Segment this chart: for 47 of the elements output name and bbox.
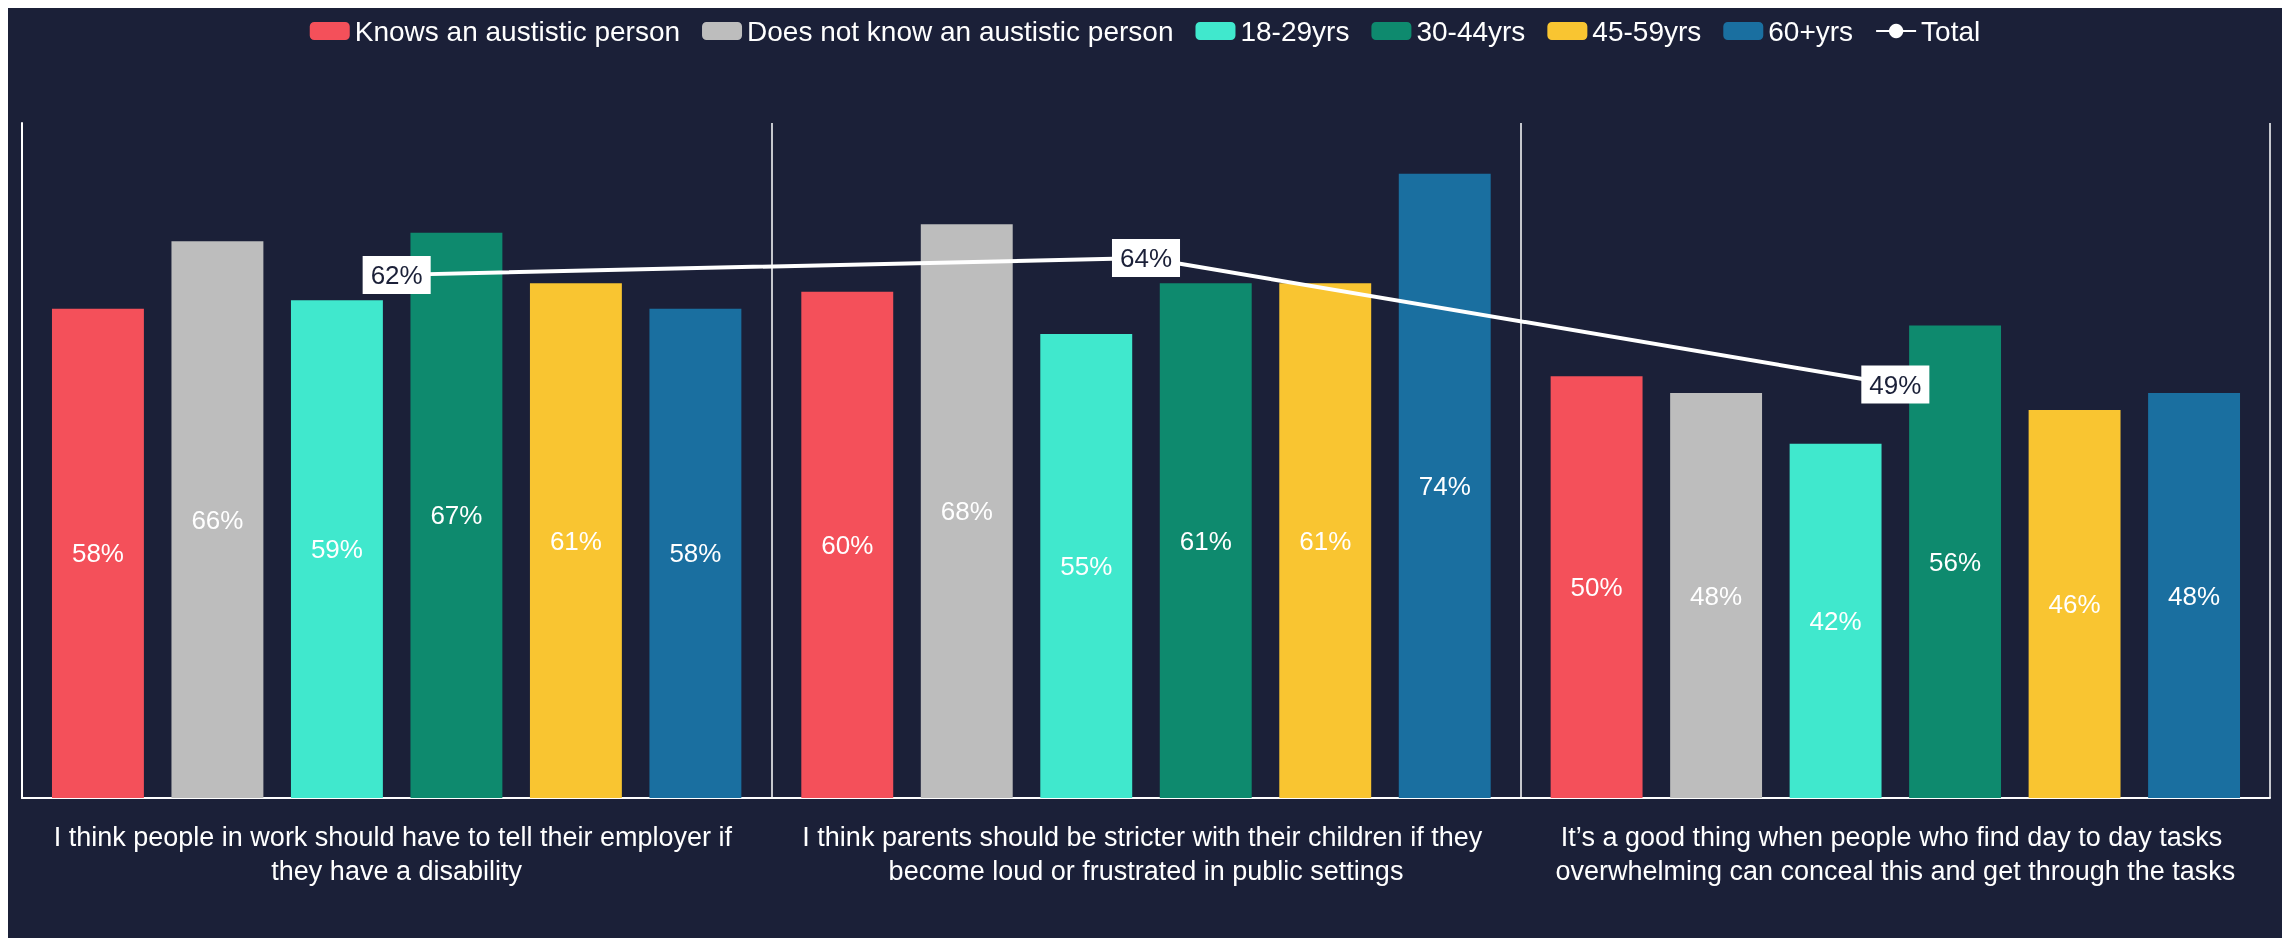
x-tick-label: I think people in work should have to tell their employer if they have a disability — [53, 822, 740, 886]
data-label: 62% — [370, 259, 423, 290]
data-label: 58% — [669, 538, 722, 569]
bar — [1670, 393, 1763, 798]
legend-label: Does not know an austistic person — [747, 15, 1174, 47]
legend-label: 18-29yrs — [1240, 15, 1350, 47]
data-label: 42% — [1809, 605, 1862, 636]
data-label: 61% — [1179, 525, 1232, 556]
data-label: 61% — [549, 525, 602, 556]
data-label: 46% — [2048, 588, 2101, 619]
legend-label: 30-44yrs — [1416, 15, 1526, 47]
data-label: 58% — [71, 538, 124, 569]
x-tick-label: It’s a good thing when people who find day to day tasks overwhelming can conceal this and get through the tasks — [1555, 822, 2236, 886]
bar — [1789, 443, 1882, 798]
bar — [51, 308, 144, 798]
bar — [801, 291, 894, 798]
data-label: 74% — [1418, 470, 1471, 501]
bar — [2148, 393, 2241, 798]
legend-label: Total — [1921, 15, 1981, 47]
data-label: 68% — [940, 496, 993, 527]
bar — [1159, 283, 1252, 798]
bar — [2028, 409, 2121, 798]
data-label: 48% — [1690, 580, 1743, 611]
bar — [529, 283, 622, 798]
data-label: 55% — [1060, 550, 1113, 581]
data-label: 67% — [430, 500, 483, 531]
bar — [649, 308, 742, 798]
data-label: 64% — [1119, 243, 1173, 273]
legend-label: Knows an austistic person — [354, 15, 681, 47]
data-label: 49% — [1869, 369, 1922, 400]
legend-label: 60+yrs — [1768, 15, 1854, 47]
bar — [1279, 283, 1372, 798]
bar — [1398, 173, 1491, 798]
bar — [290, 300, 383, 798]
data-label: 61% — [1299, 525, 1352, 556]
data-label: 60% — [821, 529, 874, 560]
data-label: 56% — [1929, 546, 1982, 577]
data-label: 48% — [2168, 580, 2221, 611]
legend-label: 45-59yrs — [1592, 15, 1702, 47]
bar — [171, 241, 264, 798]
data-label: 59% — [310, 534, 363, 565]
bar — [1550, 376, 1643, 798]
bar — [1040, 333, 1133, 798]
x-tick-label: I think parents should be stricter with their children if they become loud or frustrated in public settings — [802, 822, 1490, 886]
bar — [920, 224, 1013, 798]
data-label: 66% — [191, 504, 244, 535]
data-label: 50% — [1570, 572, 1623, 603]
